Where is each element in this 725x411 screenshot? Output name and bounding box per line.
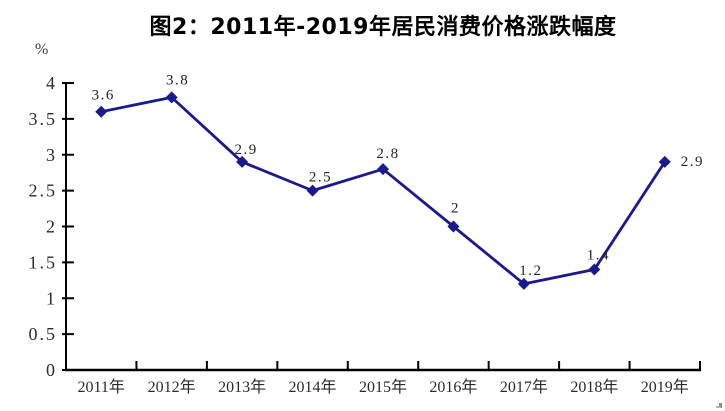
data-point-label: 2.9 <box>681 154 704 170</box>
data-point-label: 2 <box>451 201 460 217</box>
data-point-marker <box>377 163 389 176</box>
y-axis-tick-label: 0.5 <box>29 324 58 344</box>
y-axis-tick-label: 3.5 <box>29 109 58 129</box>
chart-title: 图2：2011年-2019年居民消费价格涨跌幅度 <box>149 15 617 40</box>
x-axis-category-label: 2012年 <box>148 378 196 396</box>
data-point-label: 1.4 <box>587 248 610 264</box>
data-point-marker <box>165 91 178 104</box>
data-point-marker <box>95 105 108 118</box>
data-point-marker <box>306 184 319 197</box>
x-axis-category-label: 2019年 <box>641 378 689 396</box>
x-axis-category-label: 2015年 <box>359 378 407 396</box>
x-axis-category-label: 2016年 <box>429 378 477 396</box>
y-axis-tick-label: 4 <box>46 73 57 93</box>
data-point-marker <box>588 263 601 276</box>
data-point-marker <box>517 277 530 290</box>
y-axis-tick-label: 0 <box>46 360 57 380</box>
y-axis-tick-label: 1.5 <box>29 252 58 272</box>
y-axis-tick-label: 1 <box>46 288 57 308</box>
data-point-label: 3.6 <box>92 88 115 104</box>
data-point-label: 2.8 <box>376 146 399 162</box>
corner-artifact <box>716 403 722 408</box>
y-axis-tick-label: 2.5 <box>29 181 58 201</box>
data-point-marker <box>658 155 671 168</box>
data-point-label: 1.2 <box>519 263 542 279</box>
x-axis-category-label: 2014年 <box>289 378 337 396</box>
data-point-marker <box>236 155 249 168</box>
x-axis-category-label: 2013年 <box>218 378 266 396</box>
y-axis-tick-label: 2 <box>46 217 57 237</box>
x-axis-category-label: 2017年 <box>500 378 548 396</box>
data-point-label: 2.9 <box>234 142 257 158</box>
y-axis-unit-label: % <box>35 41 49 58</box>
data-point-label: 2.5 <box>309 170 332 186</box>
data-point-label: 3.8 <box>166 72 189 88</box>
x-axis-category-label: 2018年 <box>570 378 618 396</box>
data-point-marker <box>447 220 460 233</box>
y-axis-tick-label: 3 <box>46 145 57 165</box>
x-axis-category-label: 2011年 <box>78 378 125 396</box>
series-line <box>100 95 666 286</box>
